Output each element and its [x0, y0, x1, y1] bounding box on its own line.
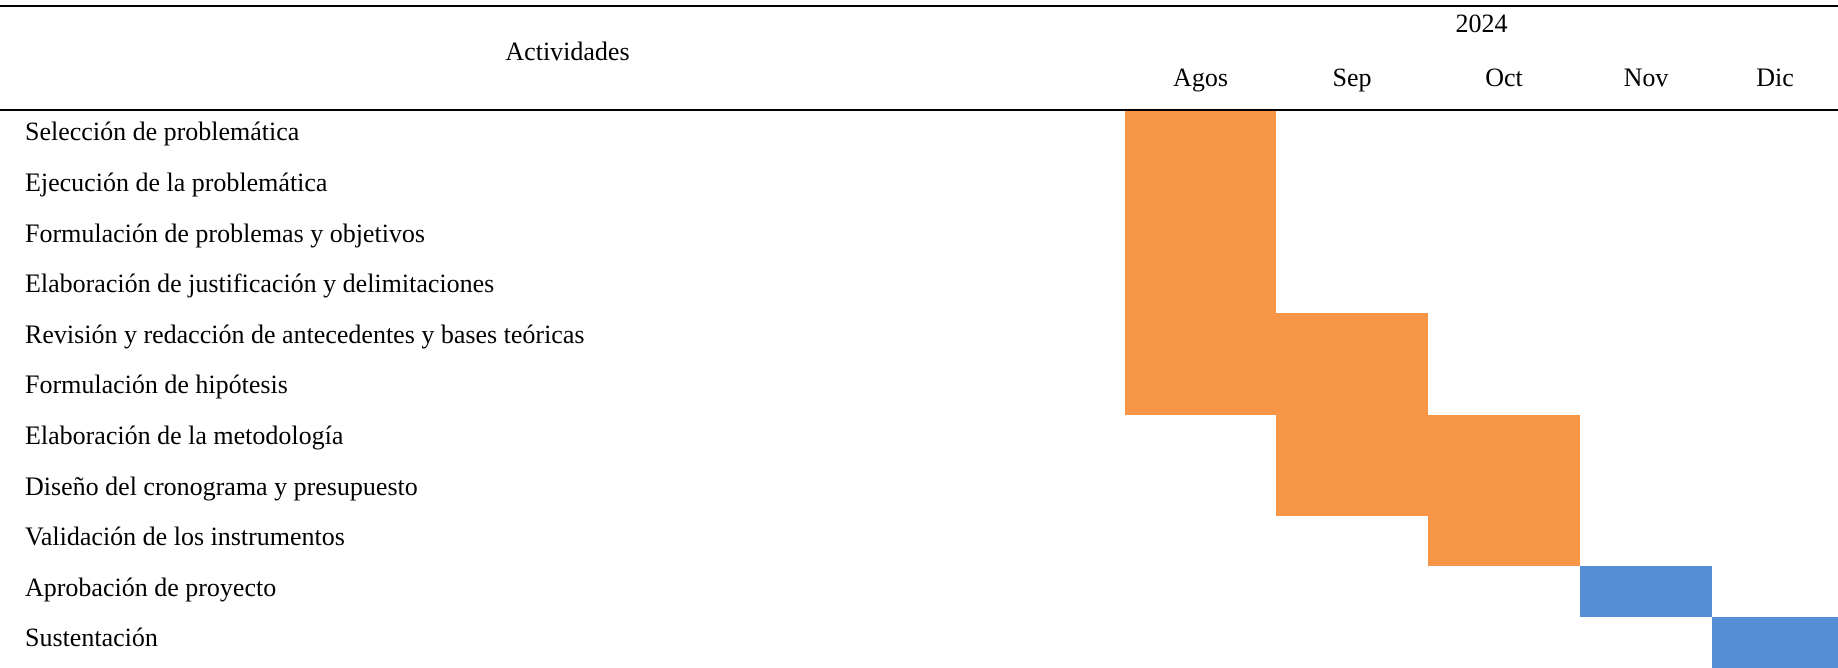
- schedule-cell: [1125, 364, 1276, 415]
- schedule-cell: [1428, 465, 1580, 516]
- schedule-cell: [1125, 162, 1276, 212]
- month-header: Oct: [1485, 63, 1523, 92]
- schedule-cell: [1276, 313, 1428, 364]
- schedule-cell: [1125, 263, 1276, 313]
- top-rule: [0, 5, 1838, 7]
- schedule-cell: [1276, 364, 1428, 415]
- activity-label: Aprobación de proyecto: [25, 572, 277, 602]
- activity-label: Elaboración de justificación y delimitac…: [25, 269, 495, 299]
- schedule-cell: [1125, 111, 1276, 162]
- activities-column-header: Actividades: [505, 37, 630, 66]
- activity-label: Diseño del cronograma y presupuesto: [25, 471, 418, 501]
- month-header: Nov: [1623, 63, 1669, 92]
- activity-label: Elaboración de la metodología: [25, 420, 344, 450]
- schedule-cell: [1428, 516, 1580, 566]
- schedule-cell: [1276, 415, 1428, 465]
- schedule-cell: [1580, 566, 1712, 617]
- year-header: 2024: [1455, 9, 1508, 38]
- activity-label: Sustentación: [25, 623, 158, 653]
- month-header: Agos: [1173, 63, 1228, 92]
- schedule-cell: [1428, 415, 1580, 465]
- activity-label: Revisión y redacción de antecedentes y b…: [25, 319, 585, 349]
- schedule-cell: [1276, 465, 1428, 516]
- schedule-cell: [1125, 313, 1276, 364]
- activity-label: Formulación de problemas y objetivos: [25, 218, 426, 248]
- schedule-cell: [1712, 617, 1838, 668]
- month-header: Sep: [1332, 63, 1372, 92]
- activity-label: Formulación de hipótesis: [25, 370, 288, 400]
- activity-label: Selección de problemática: [25, 117, 300, 147]
- activity-label: Validación de los instrumentos: [25, 522, 345, 552]
- header-rule: [0, 109, 1838, 111]
- schedule-cell: [1125, 212, 1276, 263]
- month-header: Dic: [1756, 63, 1794, 92]
- activity-label: Ejecución de la problemática: [25, 167, 328, 197]
